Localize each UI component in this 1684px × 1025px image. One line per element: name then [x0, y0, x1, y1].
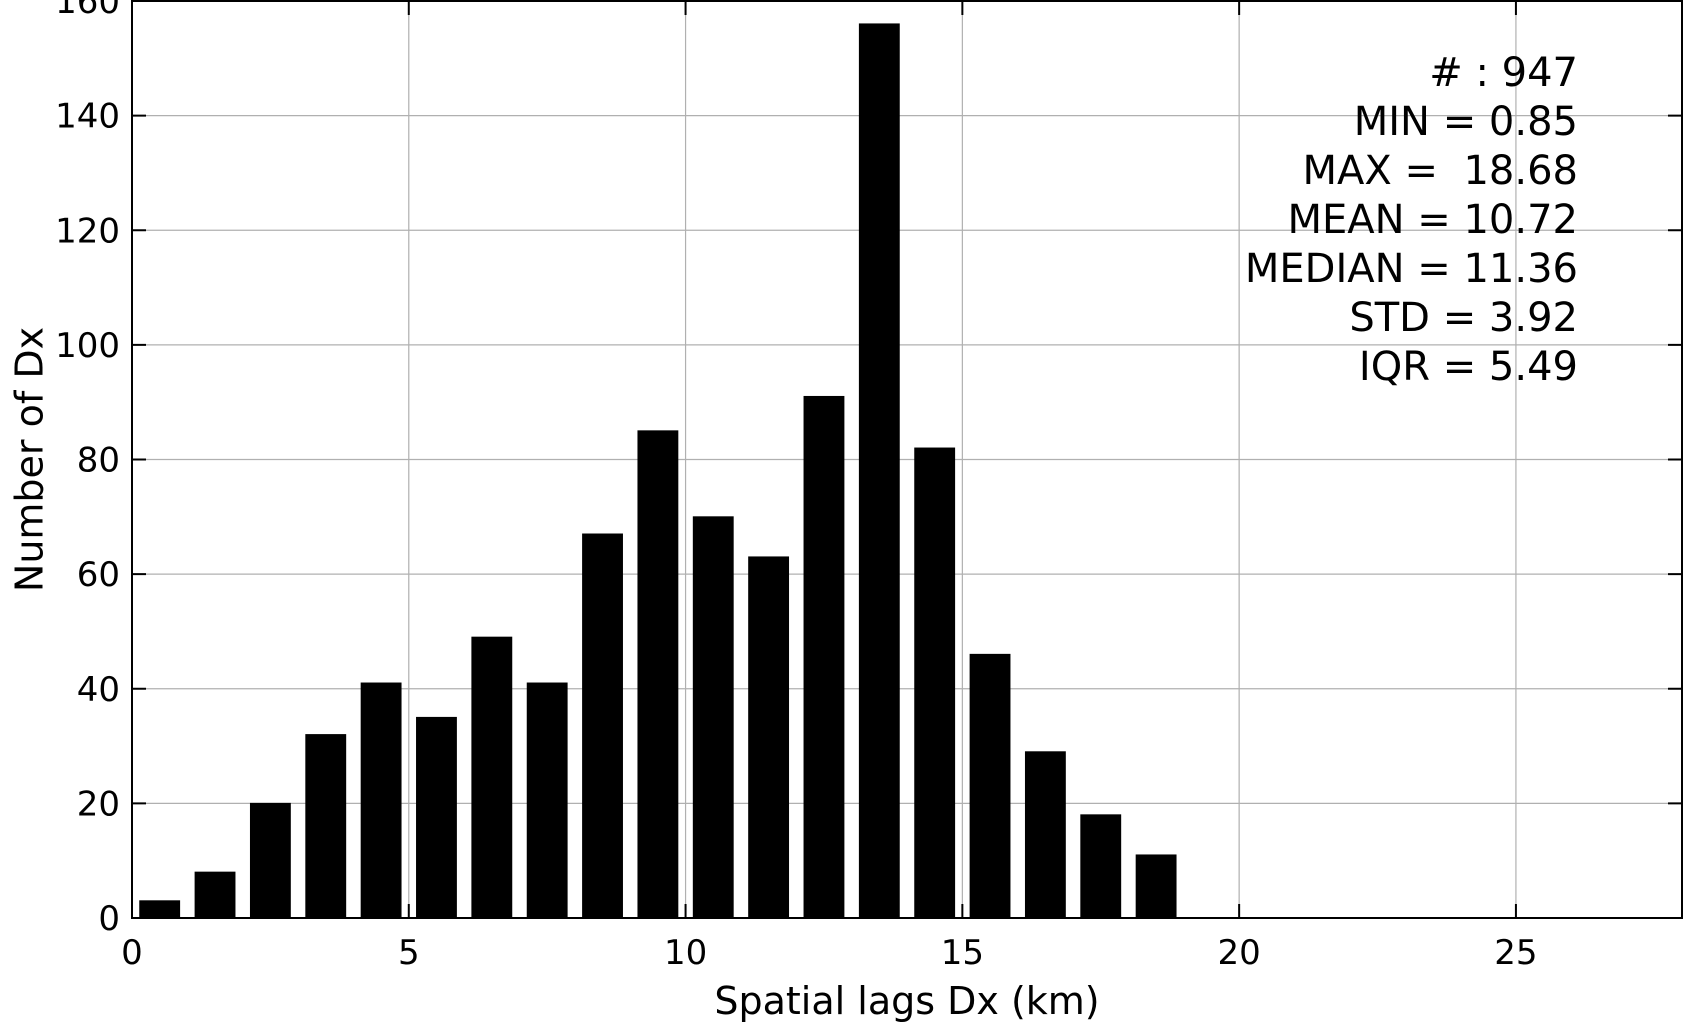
histogram-bar — [249, 802, 291, 919]
y-tick-label: 20 — [77, 784, 120, 824]
histogram-bar — [360, 682, 402, 919]
ticks — [131, 0, 1682, 919]
histogram-bar — [858, 23, 900, 919]
histogram-bar — [194, 871, 236, 919]
stat-annotation-line: STD = 3.92 — [1349, 295, 1578, 341]
x-tick-label: 25 — [1494, 933, 1537, 973]
stat-annotation-line: MEAN = 10.72 — [1287, 197, 1578, 243]
histogram-bar — [969, 653, 1011, 919]
y-tick-label: 80 — [77, 441, 120, 481]
x-tick-label: 5 — [398, 933, 420, 973]
stat-annotation-line: MEDIAN = 11.36 — [1245, 246, 1578, 292]
y-tick-label: 100 — [55, 326, 120, 366]
histogram-bar — [803, 395, 845, 919]
histogram-bar — [692, 516, 734, 919]
y-tick-label: 160 — [55, 0, 120, 22]
histogram-bar — [139, 900, 181, 919]
y-tick-label: 40 — [77, 670, 120, 710]
stat-annotation-line: MIN = 0.85 — [1354, 99, 1578, 145]
stat-annotation-line: MAX = 18.68 — [1303, 148, 1578, 194]
x-tick-label: 10 — [664, 933, 707, 973]
y-tick-label: 60 — [77, 555, 120, 595]
histogram-bar — [526, 682, 568, 919]
histogram-bar — [748, 556, 790, 919]
x-tick-labels: 0 5 10 15 20 25 — [121, 933, 1537, 973]
histogram-bar — [305, 734, 347, 919]
histogram-bar — [1024, 751, 1066, 919]
stat-annotation-line: # : 947 — [1429, 50, 1578, 96]
histogram-bar — [471, 636, 513, 919]
histogram-bar — [416, 716, 457, 919]
bars — [139, 23, 1177, 919]
x-tick-label: 15 — [941, 933, 984, 973]
y-tick-label: 0 — [98, 899, 120, 939]
x-tick-label: 20 — [1218, 933, 1261, 973]
y-axis-label: Number of Dx — [8, 327, 52, 592]
y-tick-labels: 0 20 40 60 80 100 120 140 160 — [55, 0, 120, 939]
histogram-bar — [1080, 814, 1122, 919]
y-tick-label: 120 — [55, 211, 120, 251]
histogram-bar — [914, 447, 956, 919]
histogram-bar — [1135, 854, 1177, 919]
histogram-bar — [582, 533, 623, 919]
histogram-bar — [637, 430, 679, 919]
stat-annotation-line: IQR = 5.49 — [1359, 344, 1578, 390]
x-tick-label: 0 — [121, 933, 143, 973]
y-tick-label: 140 — [55, 97, 120, 137]
x-axis-label: Spatial lags Dx (km) — [714, 979, 1099, 1023]
